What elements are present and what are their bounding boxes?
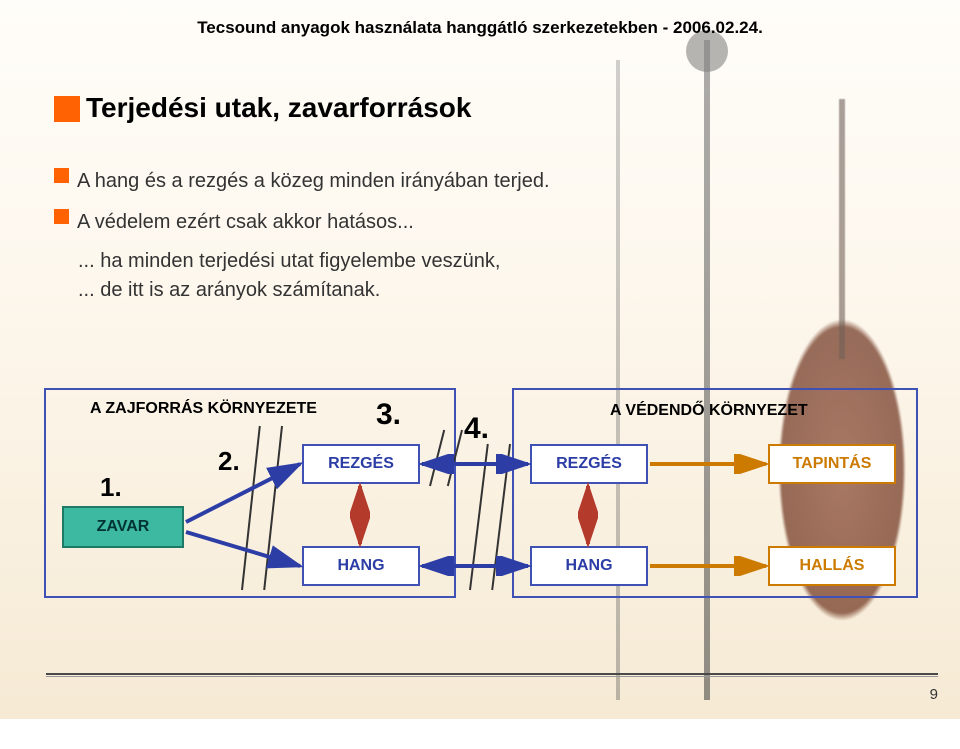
arrow-hang1-hang2	[412, 556, 538, 576]
arrow-rezges1-rezges2	[412, 454, 538, 474]
box-tapintas: TAPINTÁS	[768, 444, 896, 484]
arrow-rezges2-hang2	[578, 476, 598, 554]
body-text: A hang és a rezgés a közeg minden irányá…	[54, 168, 874, 308]
frame-title-left: A ZAJFORRÁS KÖRNYEZETE	[90, 400, 317, 418]
line-2: A védelem ezért csak akkor hatásos...	[77, 209, 414, 236]
box-zavar: ZAVAR	[62, 506, 184, 548]
page-number: 9	[930, 686, 938, 703]
slide-header: Tecsound anyagok használata hanggátló sz…	[0, 0, 960, 38]
slide-content: Tecsound anyagok használata hanggátló sz…	[0, 0, 960, 719]
footer-rule	[46, 673, 938, 675]
box-hallas: HALLÁS	[768, 546, 896, 586]
arrow-zavar-rezges1	[176, 454, 310, 532]
sub-line-3: ... ha minden terjedési utat figyelembe …	[78, 250, 874, 273]
number-n4: 4.	[464, 412, 489, 446]
bullet-square-icon	[54, 96, 80, 122]
bullet-square-icon	[54, 168, 69, 183]
slide-title: Terjedési utak, zavarforrások	[54, 92, 471, 124]
frame-title-right: A VÉDENDŐ KÖRNYEZET	[610, 402, 808, 420]
number-n1: 1.	[100, 472, 122, 503]
bullet-row: A hang és a rezgés a közeg minden irányá…	[54, 168, 874, 195]
line-1: A hang és a rezgés a közeg minden irányá…	[77, 168, 550, 195]
arrow-hang2-hallas	[640, 556, 776, 576]
arrow-rezges2-tapintas	[640, 454, 776, 474]
arrow-zavar-hang1	[176, 522, 310, 576]
number-n3: 3.	[376, 398, 401, 432]
bullet-square-icon	[54, 209, 69, 224]
arrow-rezges1-hang1	[350, 476, 370, 554]
bullet-row: A védelem ezért csak akkor hatásos...	[54, 209, 874, 236]
title-text: Terjedési utak, zavarforrások	[86, 92, 471, 123]
sub-line-4: ... de itt is az arányok számítanak.	[78, 279, 874, 302]
diagram: A ZAJFORRÁS KÖRNYEZETE A VÉDENDŐ KÖRNYEZE…	[44, 388, 918, 608]
